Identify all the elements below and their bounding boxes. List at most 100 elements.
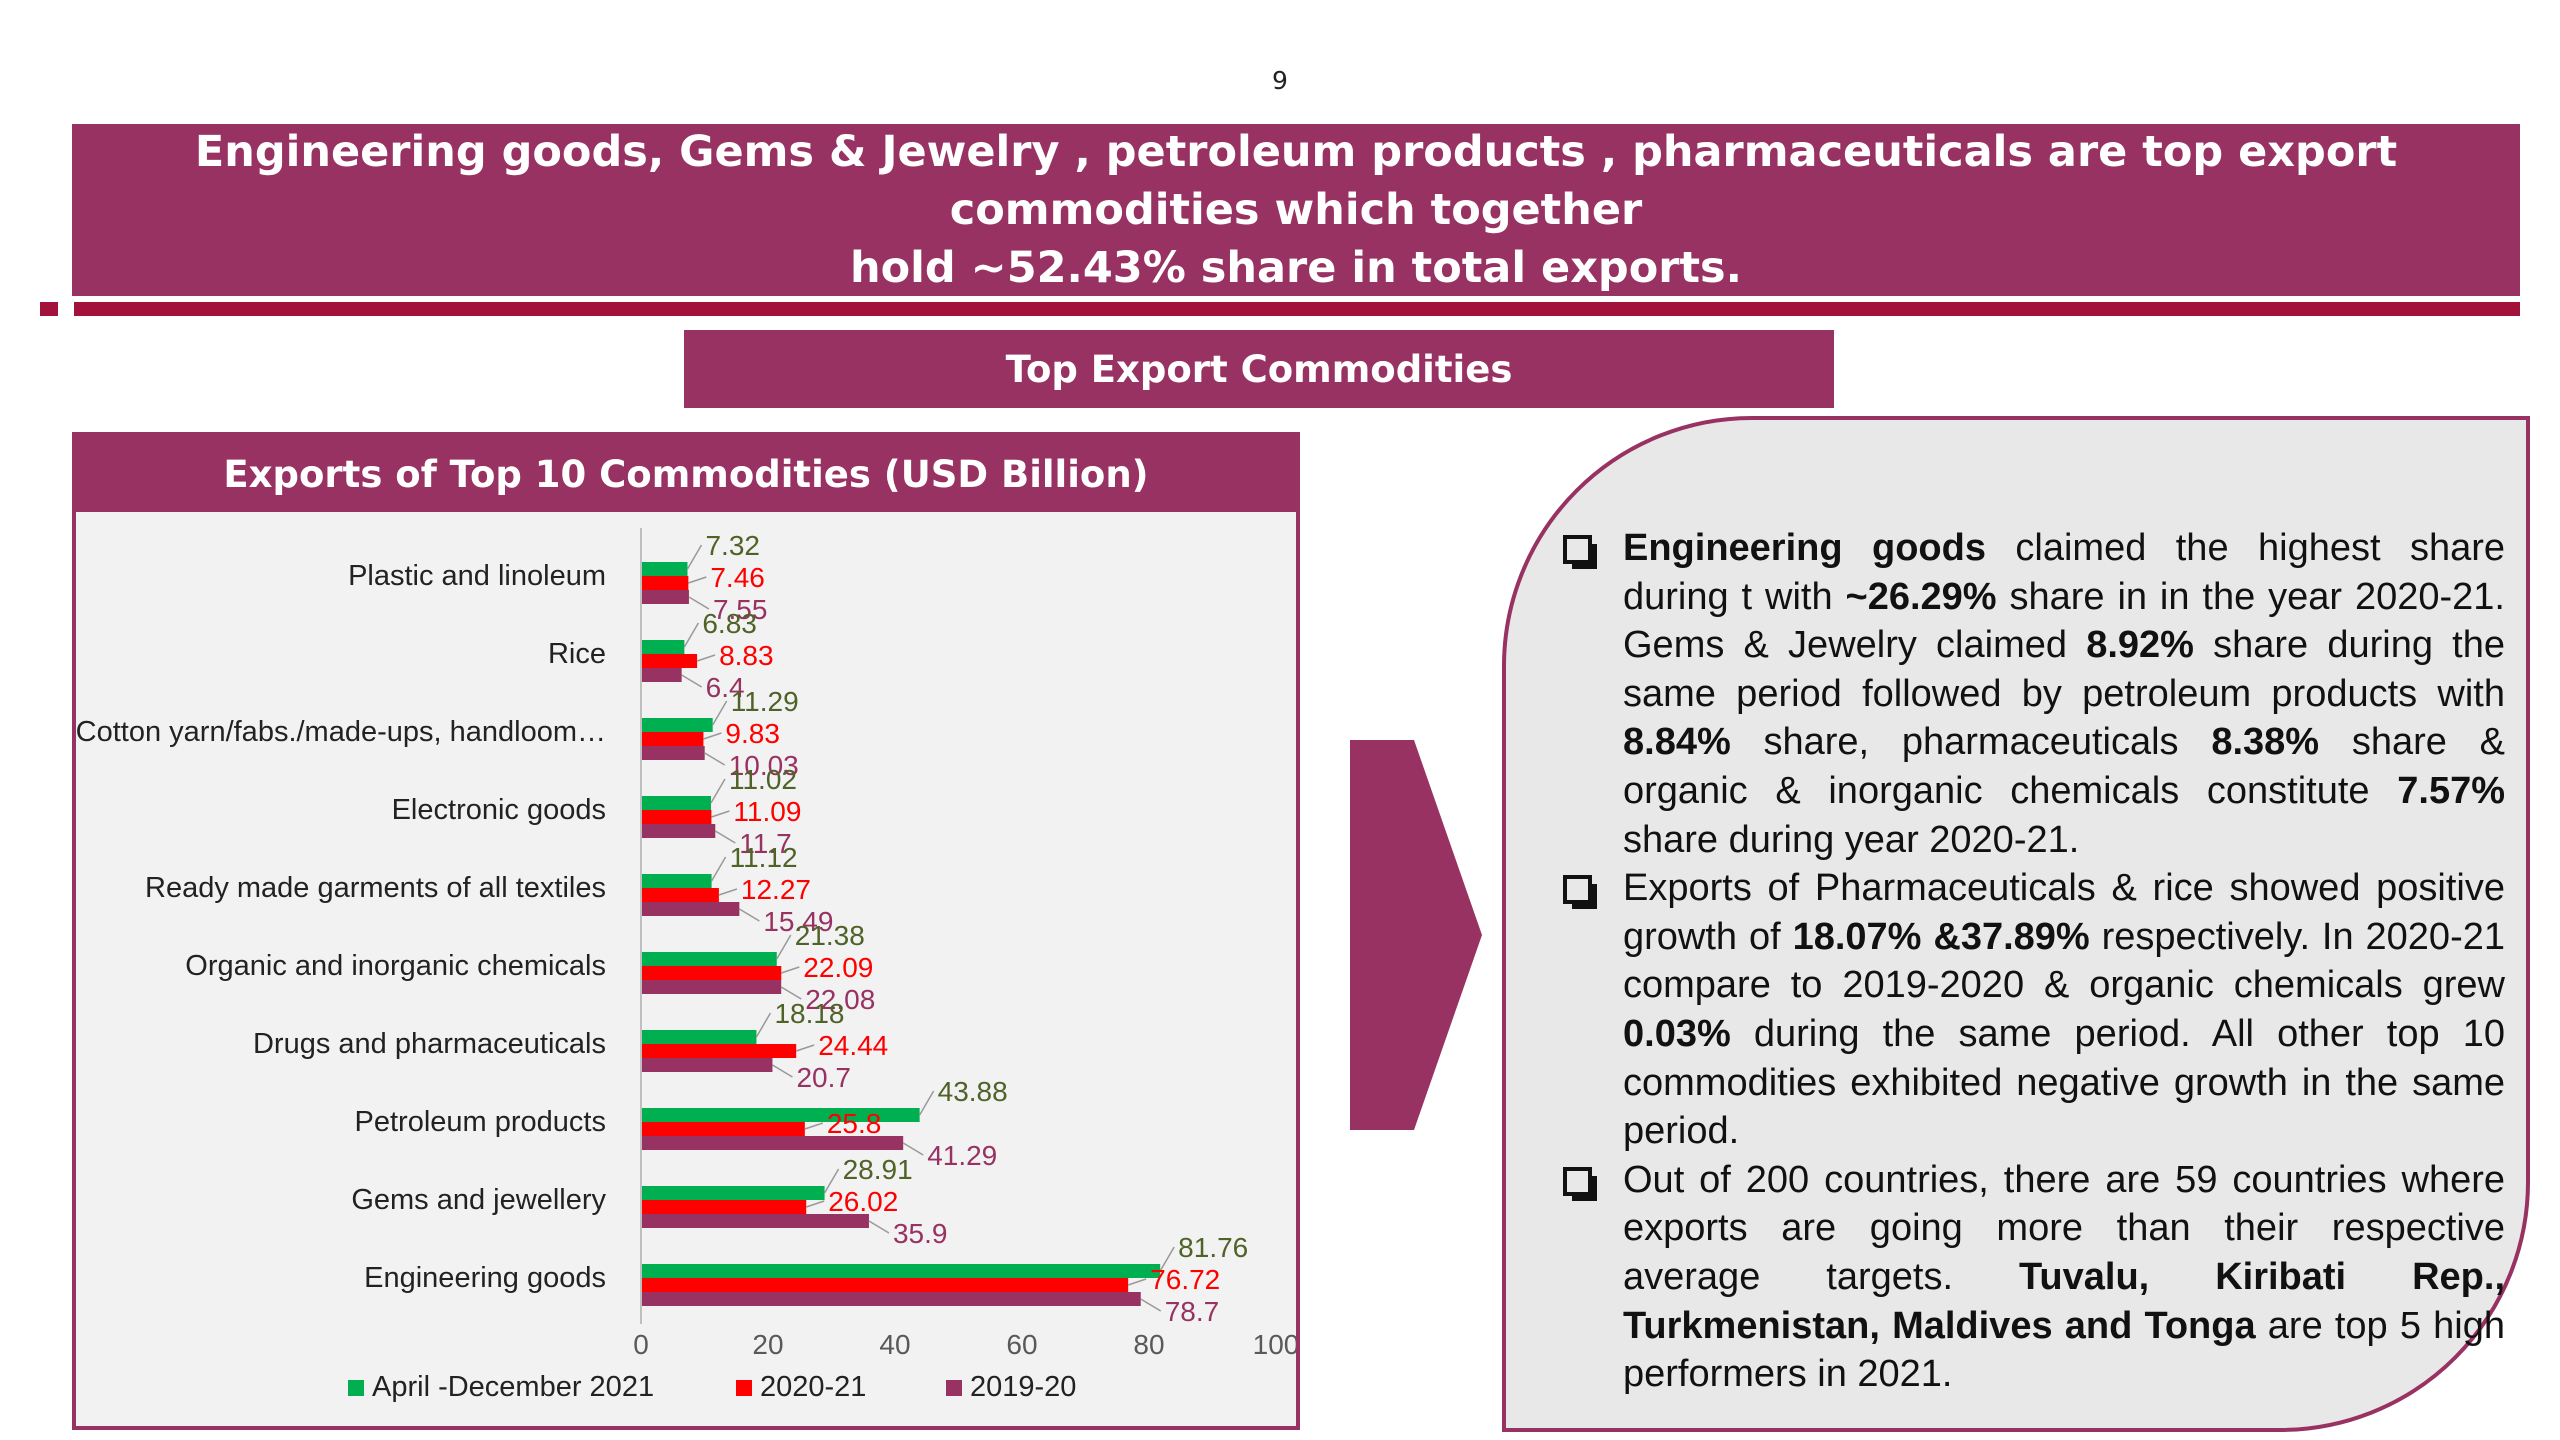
bullet-bold-text: 8.38% [2211, 721, 2320, 764]
data-label: 43.88 [938, 1076, 1008, 1107]
banner-line-1: Engineering goods, Gems & Jewelry , petr… [194, 127, 2398, 235]
bullet-bold-text: ~26.29% [1845, 575, 1997, 618]
leader-line [696, 654, 716, 662]
bar [641, 1122, 805, 1136]
category-label: Cotton yarn/fabs./made-ups, handloom… [76, 716, 606, 748]
bullet-text: during the same period. All other top 10… [1623, 1012, 2505, 1153]
data-label: 78.7 [1165, 1296, 1220, 1327]
bar [641, 1186, 825, 1200]
bullet-text: Out of 200 countries, there are 59 count… [1623, 1158, 2505, 1298]
category-label: Petroleum products [355, 1106, 606, 1138]
leader-line [823, 1168, 840, 1194]
category-label: Drugs and pharmaceuticals [253, 1028, 606, 1060]
data-label: 8.83 [719, 640, 774, 671]
leader-line [781, 966, 800, 974]
banner-line-2: hold ~52.43% share in total exports. [850, 243, 1742, 293]
data-label: 7.32 [705, 530, 760, 561]
bullet-bold-text: 18.07% &37.89% [1792, 915, 2090, 958]
leader-line [704, 752, 726, 766]
bar [641, 1030, 757, 1044]
bullet-text: claimed the highest share during t with [1623, 527, 2505, 618]
checkbox-bullet-icon [1563, 535, 1597, 569]
bar [641, 562, 688, 576]
data-label: 7.46 [710, 562, 765, 593]
chart-title: Exports of Top 10 Commodities (USD Billi… [76, 436, 1296, 512]
category-label: Plastic and linoleum [348, 560, 606, 592]
bar [641, 1214, 869, 1228]
data-label: 35.9 [893, 1218, 948, 1249]
data-label: 81.76 [1178, 1232, 1248, 1263]
x-tick-label: 0 [633, 1329, 649, 1360]
data-label: 18.18 [774, 998, 844, 1029]
legend-swatch [348, 1380, 364, 1396]
data-label: 6.83 [702, 608, 757, 639]
bar [641, 732, 704, 746]
leader-line [795, 1044, 815, 1052]
chart-panel: Exports of Top 10 Commodities (USD Billi… [72, 432, 1300, 1430]
bullet-bold-text: Engineering goods [1623, 527, 1986, 569]
leader-line [780, 986, 802, 1000]
category-label: Ready made garments of all textiles [145, 872, 606, 904]
data-label: 21.38 [795, 920, 865, 951]
data-label: 76.72 [1150, 1264, 1220, 1295]
bullet-text: are top 5 high performers in 2021. [1623, 1304, 2505, 1396]
x-tick-label: 60 [1006, 1329, 1037, 1360]
bar [641, 1044, 797, 1058]
data-label: 9.83 [725, 718, 780, 749]
info-panel [1502, 416, 2530, 1432]
data-label: 11.02 [729, 764, 797, 795]
legend-swatch [946, 1380, 962, 1396]
leader-line [710, 856, 727, 882]
bar [641, 654, 698, 668]
bullet-bold-text: 8.92% [2086, 624, 2194, 667]
info-bullet-item: Exports of Pharmaceuticals & rice showed… [1555, 864, 2505, 1156]
leader-line [918, 1090, 935, 1116]
bullet-text: share in in the year 2020-21. Gems & Jew… [1623, 575, 2505, 667]
section-header: Top Export Commodities [684, 330, 1834, 408]
leader-line [805, 1200, 825, 1208]
leader-line [755, 1012, 772, 1038]
bar [641, 1200, 807, 1214]
bar [641, 1278, 1129, 1292]
bar [641, 824, 716, 838]
bar [641, 1108, 920, 1122]
bar-chart: Plastic and linoleum 7.327.467.55 Rice 6.83… [76, 528, 1296, 1403]
leader-line [772, 1064, 793, 1078]
bullet-bold-text: 7.57% [2397, 769, 2505, 812]
page-number: 9 [1272, 66, 1288, 95]
bar [641, 1136, 904, 1150]
leader-line [1140, 1298, 1162, 1312]
leader-line [776, 934, 792, 960]
bar [641, 888, 719, 902]
bullet-text: respectively. In 2020-21 compare to 2019… [1623, 915, 2505, 1007]
category-label: Organic and inorganic chemicals [185, 950, 606, 982]
bar [641, 1264, 1161, 1278]
bar [641, 874, 712, 888]
bar [641, 796, 711, 810]
leader-line [712, 700, 728, 726]
bullet-bold-text: Tuvalu, Kiribati Rep., Turkmenistan, Mal… [1623, 1255, 2506, 1347]
bullet-text: share, pharmaceuticals [1730, 721, 2212, 764]
data-label: 26.02 [828, 1186, 898, 1217]
bullet-text: Exports of Pharmaceuticals & rice showed… [1623, 867, 2505, 958]
leader-line [714, 830, 736, 844]
bullet-bold-text: 8.84% [1623, 721, 1731, 764]
leader-line [868, 1220, 890, 1234]
leader-line [688, 596, 710, 610]
leader-line [1127, 1278, 1147, 1286]
legend-label: 2019-20 [970, 1371, 1076, 1403]
category-label: Rice [548, 638, 606, 670]
leader-line [688, 576, 707, 584]
x-tick-label: 100 [1253, 1329, 1296, 1360]
category-label: Electronic goods [392, 794, 606, 826]
bar [641, 640, 685, 654]
leader-line [703, 732, 722, 740]
divider-stub [40, 302, 58, 316]
bar [641, 902, 740, 916]
data-label: 28.91 [843, 1154, 913, 1185]
bar [641, 966, 782, 980]
leader-line [686, 544, 703, 570]
bar [641, 1292, 1141, 1306]
bullet-bold-text: 0.03% [1623, 1012, 1731, 1055]
bar [641, 718, 713, 732]
